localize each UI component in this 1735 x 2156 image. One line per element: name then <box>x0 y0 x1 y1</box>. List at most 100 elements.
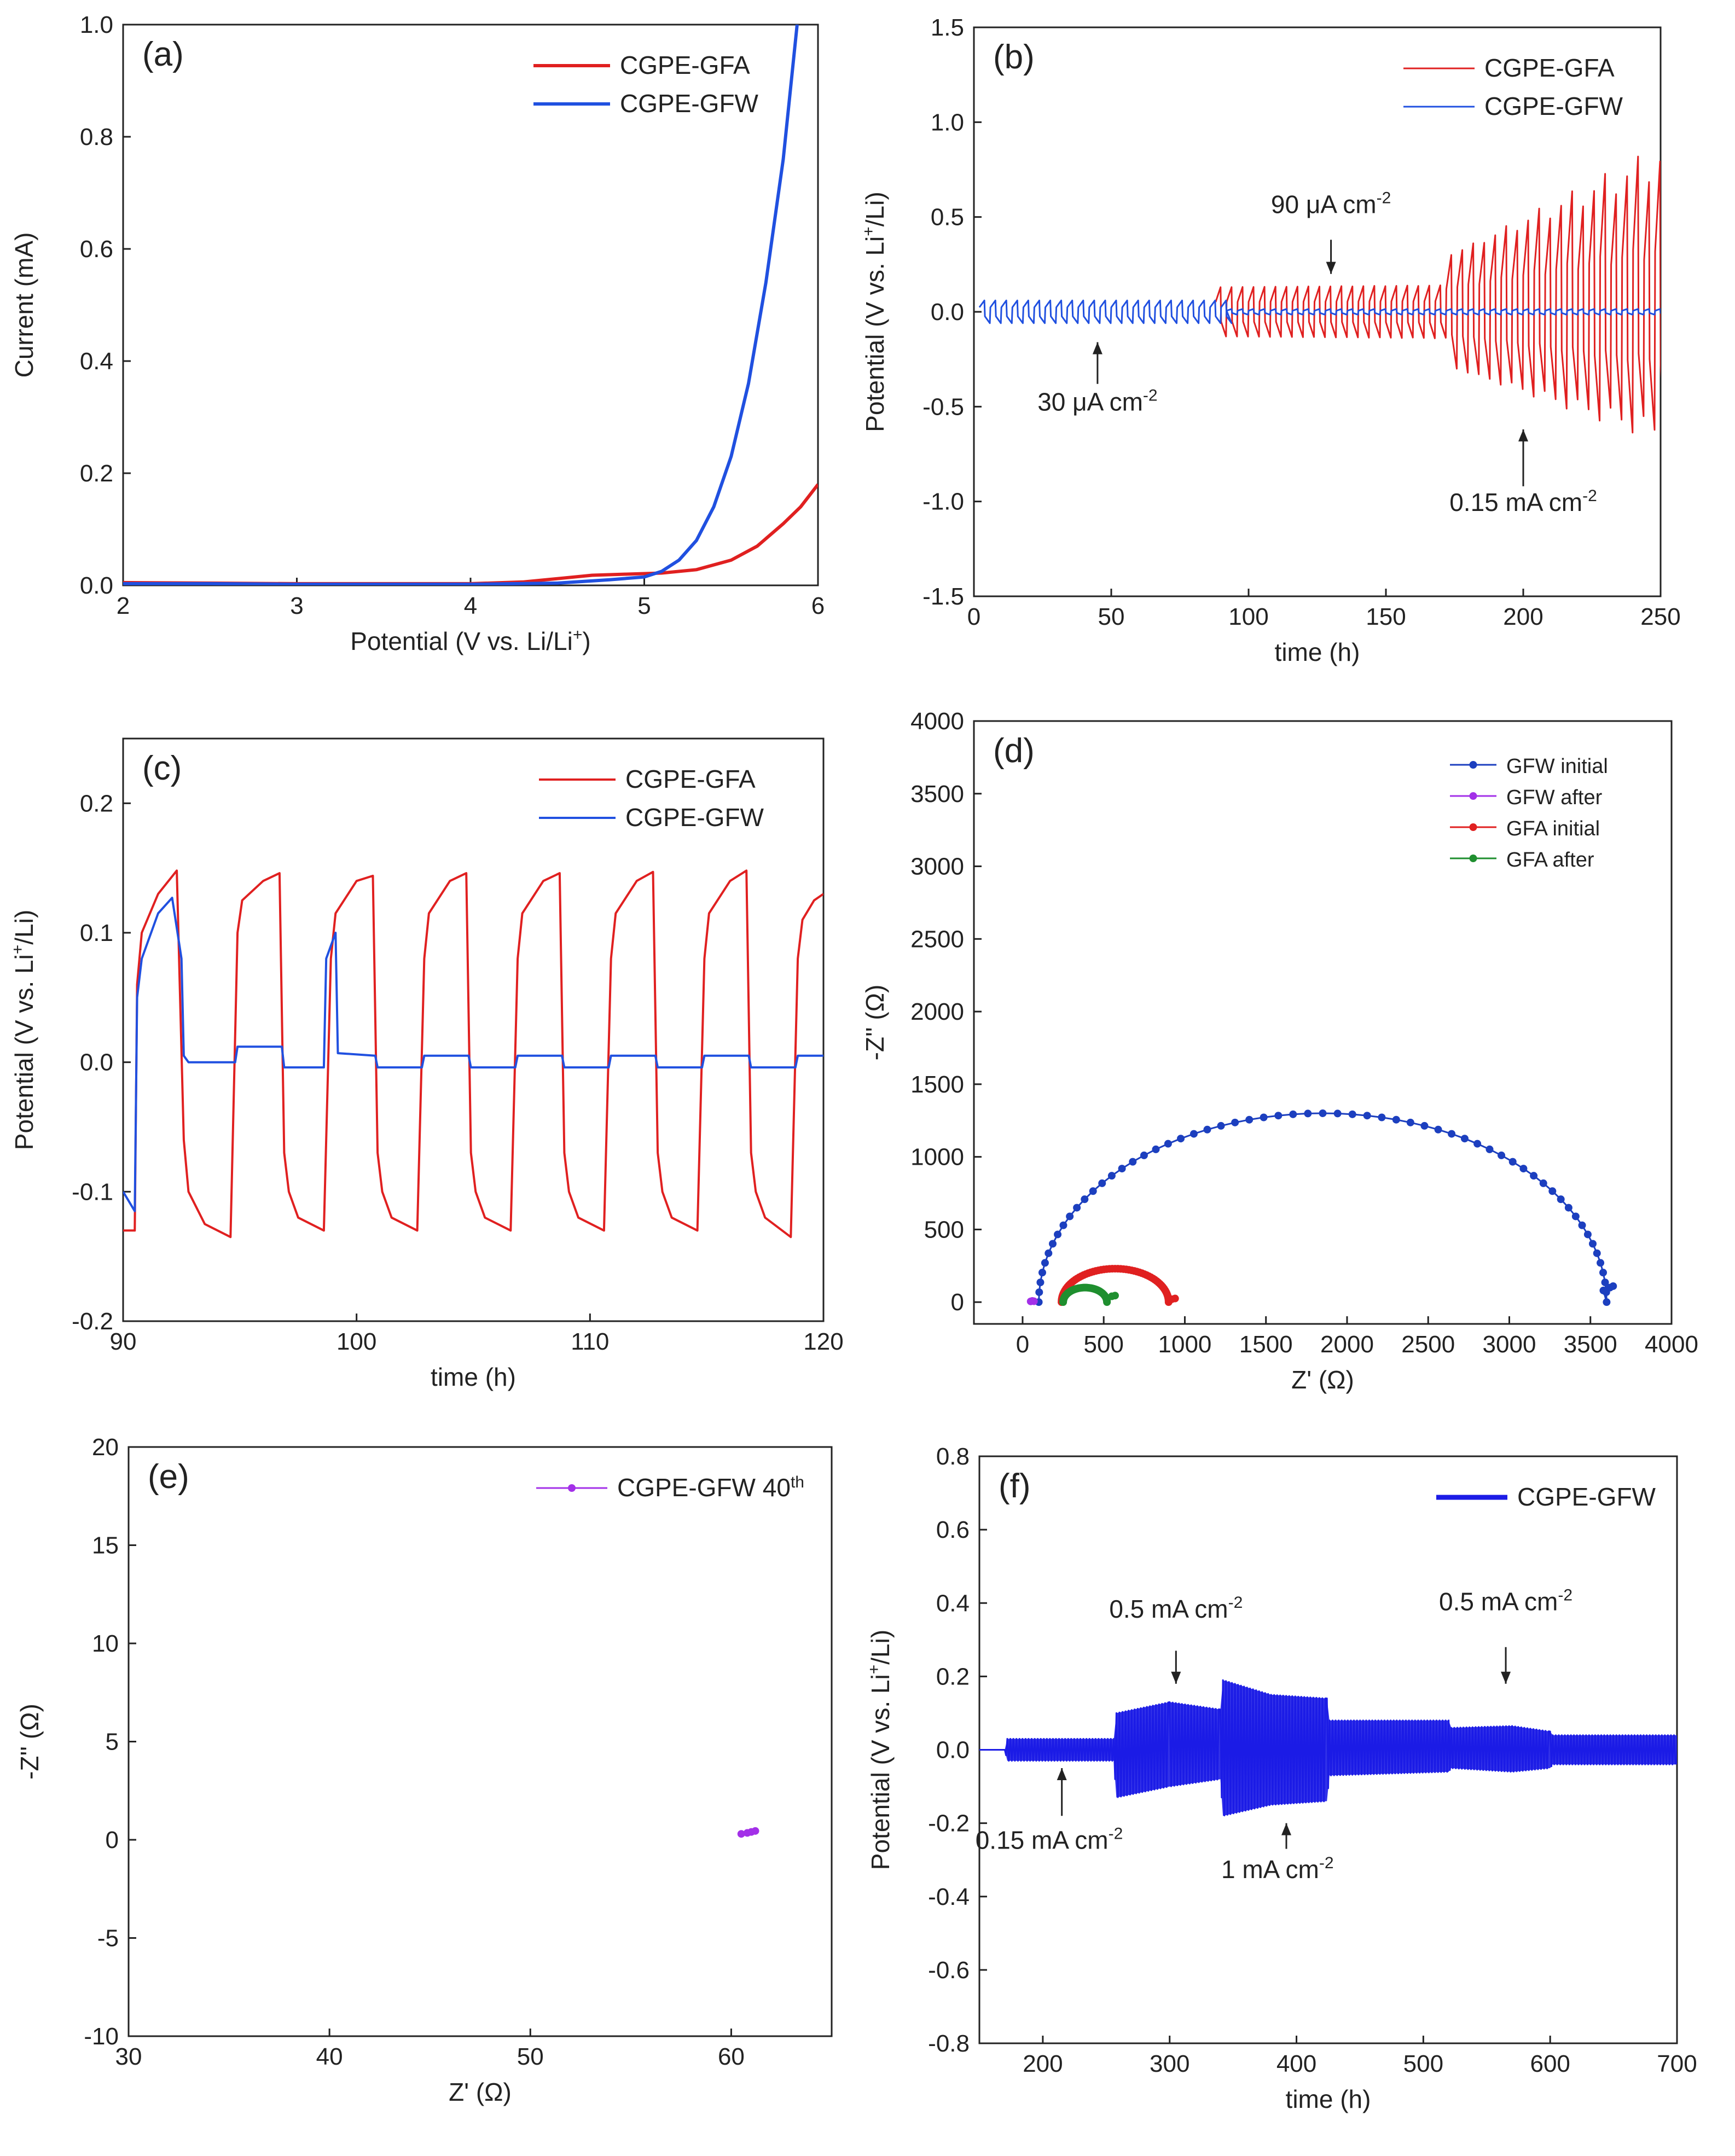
data-point <box>0 0 4 4</box>
y-tick-label: 3500 <box>910 781 964 807</box>
data-point <box>0 0 4 4</box>
data-point <box>1578 1221 1586 1229</box>
x-axis-label: time (h) <box>431 1363 516 1391</box>
data-point <box>1049 1240 1057 1248</box>
y-tick-label: -1.0 <box>922 489 964 515</box>
y-tick-label: -0.8 <box>928 2030 970 2057</box>
data-point <box>1588 1240 1597 1248</box>
data-point <box>1217 1121 1225 1130</box>
panel-d: 0 500 1000 1500 2000 2500 3000 3500 4000 0 500 1000… <box>861 708 1698 1394</box>
annotation: 0.15 mA cm-2 <box>976 1768 1123 1855</box>
data-point <box>0 0 4 4</box>
data-point <box>0 0 4 4</box>
data-point <box>1073 1204 1081 1212</box>
data-point <box>0 0 4 4</box>
data-point <box>1118 1165 1126 1173</box>
data-point <box>1319 1109 1327 1117</box>
data-point <box>0 0 4 4</box>
data-point <box>0 0 4 4</box>
x-tick-label: 0 <box>1016 1331 1029 1358</box>
x-tick-label: 3 <box>290 592 303 619</box>
data-point <box>1406 1118 1414 1126</box>
arrow-head <box>1171 1671 1181 1684</box>
data-point <box>1111 1292 1119 1300</box>
annotation-label: 1 mA cm-2 <box>1221 1854 1334 1884</box>
panel-label: (a) <box>142 36 184 73</box>
x-tick-label: 100 <box>1228 603 1268 630</box>
data-point <box>0 0 4 4</box>
x-tick-label: 1000 <box>1158 1331 1212 1358</box>
x-tick-label: 3000 <box>1483 1331 1536 1358</box>
panel-a: 2 3 4 5 6 0.0 0.2 0.4 0.6 0.8 1.0 Potential (V vs. … <box>10 11 825 655</box>
data-point <box>1571 1212 1580 1221</box>
data-point <box>0 0 4 4</box>
legend-marker <box>1469 855 1477 862</box>
data-point <box>0 0 4 4</box>
y-tick-label: 1500 <box>910 1071 964 1098</box>
panel-label: (b) <box>993 38 1035 76</box>
legend-label: GFA initial <box>1506 817 1600 840</box>
data-point <box>1508 1158 1517 1166</box>
data-point <box>0 0 4 4</box>
data-point <box>0 0 4 4</box>
legend-entry: GFA initial <box>1450 817 1600 840</box>
y-tick-label: -0.2 <box>928 1810 970 1837</box>
data-point <box>0 0 4 4</box>
plot-area <box>1026 1109 1617 1306</box>
legend-entry: CGPE-GFW <box>533 89 759 118</box>
x-tick-label: 60 <box>718 2043 745 2070</box>
data-point <box>1041 1259 1049 1267</box>
data-point <box>1203 1125 1211 1134</box>
data-point <box>1486 1145 1494 1153</box>
data-point <box>1564 1204 1572 1212</box>
x-tick-label: 2 <box>117 592 130 619</box>
x-tick-label: 40 <box>316 2043 343 2070</box>
data-point <box>0 0 4 4</box>
data-point <box>751 1827 759 1835</box>
y-tick-label: 20 <box>92 1434 119 1461</box>
x-tick-label: 500 <box>1403 2050 1443 2077</box>
data-point <box>0 0 4 4</box>
annotation: 0.5 mA cm-2 <box>1109 1594 1243 1684</box>
data-point <box>0 0 4 4</box>
data-point <box>0 0 4 4</box>
y-axis-label: -Z'' (Ω) <box>861 985 889 1061</box>
y-axis-label: -Z'' (Ω) <box>15 1704 44 1780</box>
data-point <box>0 0 4 4</box>
series-line-cgpe-gfa <box>123 869 823 1239</box>
y-tick-label: 2500 <box>910 926 964 952</box>
data-point <box>0 0 4 4</box>
legend-label: CGPE-GFA <box>625 765 756 793</box>
data-point <box>0 0 4 4</box>
data-point <box>1392 1115 1400 1124</box>
plot-area <box>123 869 823 1239</box>
data-point <box>0 0 4 4</box>
panel-label: (c) <box>142 749 182 787</box>
y-tick-label: -0.1 <box>72 1178 113 1205</box>
x-tick-label: 400 <box>1276 2050 1316 2077</box>
annotation-label: 0.5 mA cm-2 <box>1109 1594 1243 1623</box>
data-point <box>1519 1165 1528 1173</box>
y-tick-label: 10 <box>92 1630 119 1657</box>
legend-label: CGPE-GFA <box>620 51 750 79</box>
data-point <box>1603 1298 1611 1306</box>
data-point <box>1460 1135 1469 1143</box>
panel-f: 200 300 400 500 600 700 -0.8 -0.6 -0.4 -0.2 0.0 0.2… <box>865 1443 1697 2113</box>
y-tick-label: -0.5 <box>922 393 964 420</box>
y-tick-label: 0.4 <box>80 348 113 375</box>
data-point <box>0 0 4 4</box>
data-point <box>1498 1151 1506 1159</box>
data-point <box>1597 1259 1605 1267</box>
legend-entry: CGPE-GFA <box>1403 54 1615 82</box>
data-point <box>1245 1115 1254 1124</box>
y-axis-label: Potential (V vs. Li+/Li) <box>865 1630 895 1870</box>
x-tick-label: 1500 <box>1239 1331 1293 1358</box>
x-axis-label: time (h) <box>1275 638 1360 666</box>
data-point <box>1583 1230 1592 1239</box>
x-axis-label: Potential (V vs. Li/Li+) <box>350 626 590 655</box>
data-point <box>1036 1279 1045 1287</box>
arrow-head <box>1501 1671 1511 1684</box>
data-point <box>0 0 4 4</box>
x-tick-label: 4000 <box>1645 1331 1698 1358</box>
legend-entry: CGPE-GFW 40th <box>536 1473 804 1502</box>
